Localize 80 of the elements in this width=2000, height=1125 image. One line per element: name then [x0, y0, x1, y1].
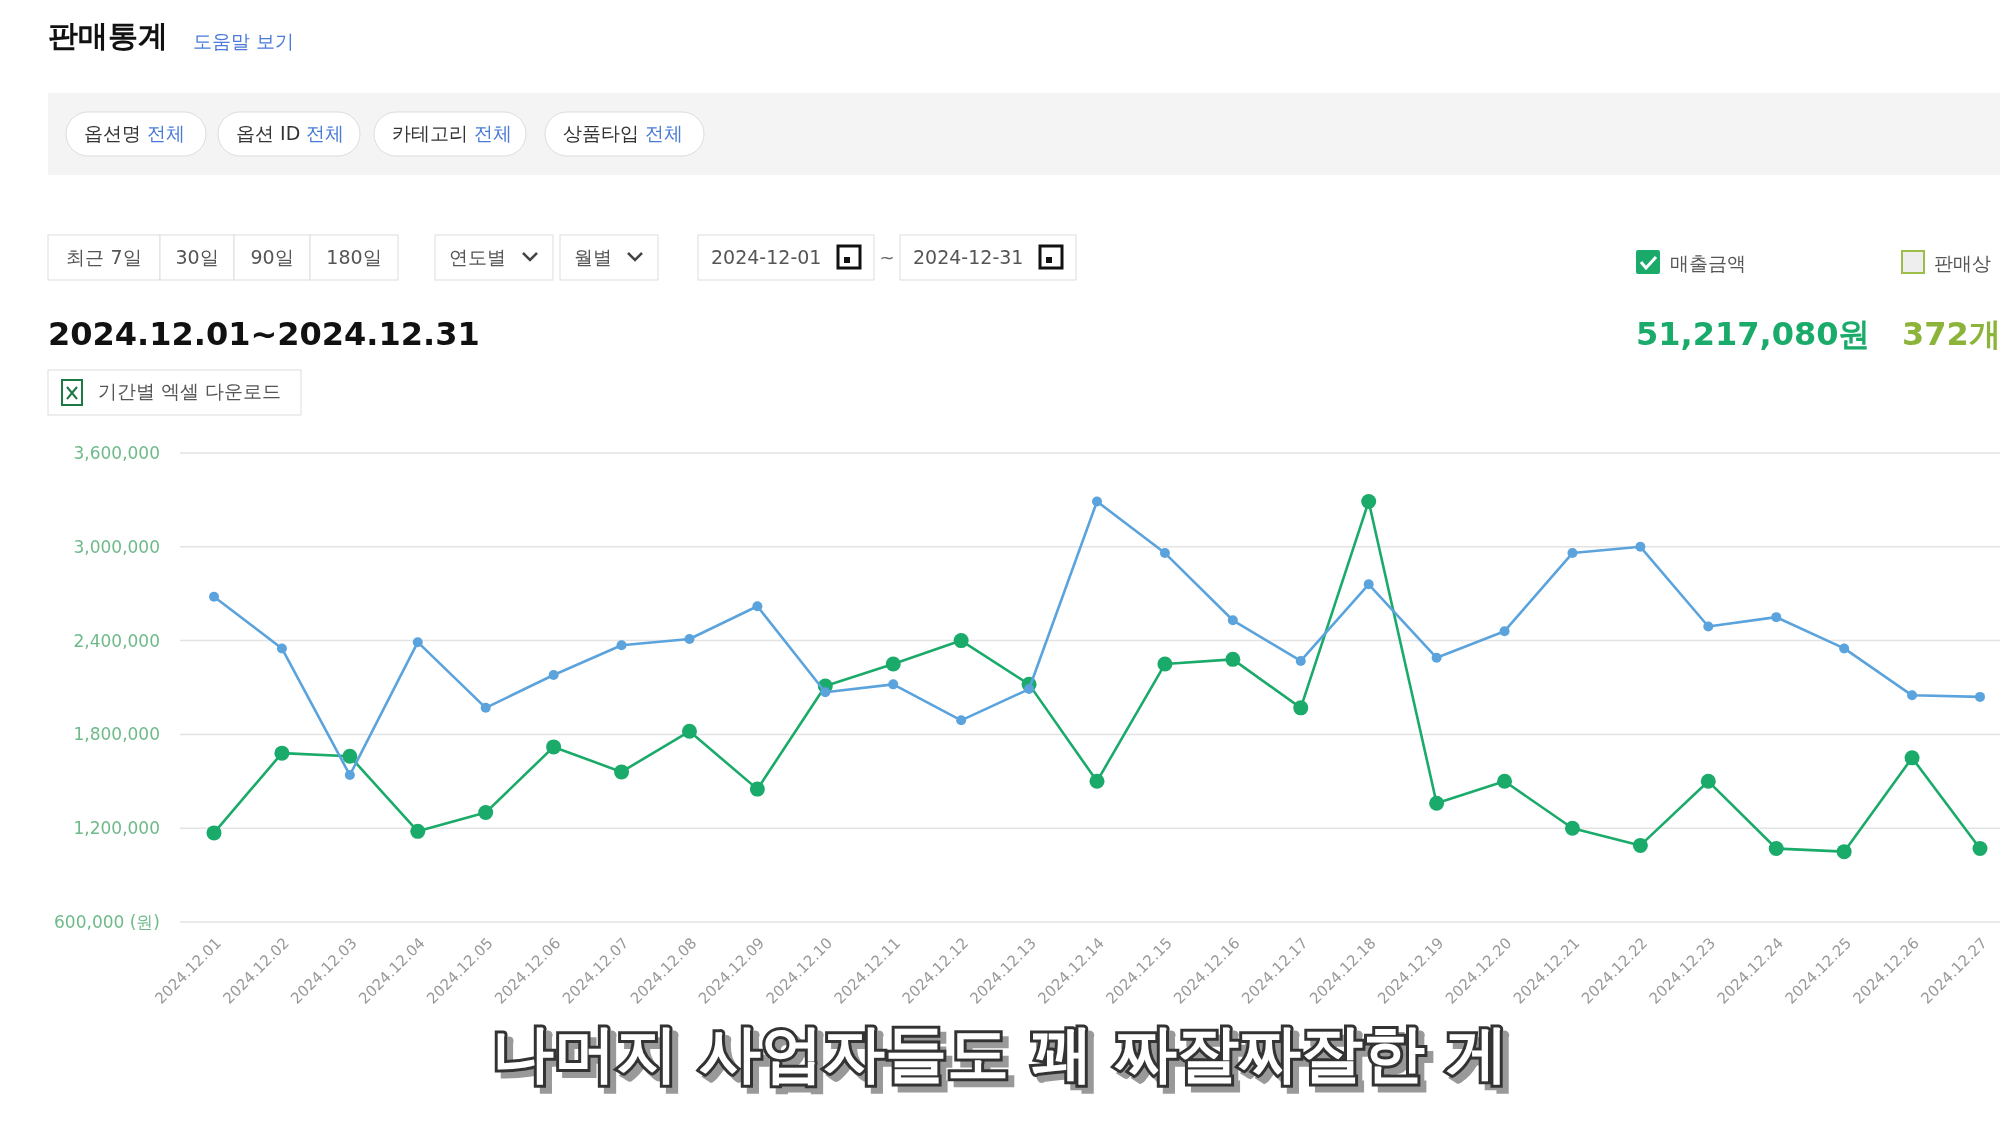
point — [1972, 841, 1988, 857]
point — [1635, 541, 1646, 552]
text: 372개 — [1902, 315, 2000, 353]
point — [274, 745, 290, 761]
point — [1361, 493, 1377, 509]
text: 카테고리 전체 — [392, 122, 513, 144]
text: 30일 — [175, 246, 219, 268]
point — [1564, 820, 1580, 836]
text: 연도별 — [449, 246, 506, 268]
text: 월별 — [574, 246, 612, 268]
point — [1907, 690, 1918, 701]
point — [1768, 841, 1784, 857]
point — [1839, 643, 1850, 654]
point — [1499, 626, 1510, 637]
point — [684, 634, 695, 645]
point — [1431, 652, 1442, 663]
y-tick-label: 3,000,000 — [73, 536, 160, 557]
point — [546, 739, 562, 755]
point — [956, 715, 967, 726]
point — [888, 679, 899, 690]
text: 상품타입 전체 — [563, 122, 684, 144]
point — [681, 723, 697, 739]
point — [1363, 579, 1374, 590]
point — [1429, 795, 1445, 811]
text: 옵션명 전체 — [84, 122, 186, 144]
y-tick-label: 1,200,000 — [73, 818, 160, 839]
point — [1092, 496, 1102, 507]
point — [412, 637, 423, 648]
point — [209, 591, 219, 602]
point — [614, 764, 630, 780]
text: 나머지 사업자들도 꽤 짜잘짜잘한 게 — [491, 1017, 1509, 1090]
point — [276, 643, 287, 654]
text: 도움말 보기 — [193, 30, 295, 52]
text: 옵션 ID 전체 — [236, 122, 345, 144]
text: 최근 7일 — [66, 246, 142, 268]
point — [1227, 615, 1238, 626]
point — [480, 702, 491, 713]
point — [1700, 773, 1716, 789]
point — [548, 669, 559, 680]
point — [1159, 548, 1170, 559]
point — [1904, 750, 1920, 766]
text: 기간별 엑셀 다운로드 — [98, 380, 282, 402]
text: 51,217,080원 — [1636, 315, 1871, 353]
y-tick-label: 1,800,000 — [73, 724, 160, 745]
y-tick-label: 3,600,000 — [73, 443, 160, 463]
point — [752, 601, 763, 612]
point — [1567, 548, 1578, 559]
point — [820, 687, 831, 698]
chart-subtitle: 2024.12.01~2024.12.31 — [48, 315, 480, 353]
point — [1703, 621, 1714, 632]
point — [1975, 691, 1985, 702]
point — [1225, 651, 1241, 667]
point — [1293, 700, 1309, 716]
text: 2024-12-01 — [711, 246, 822, 268]
point — [1157, 656, 1173, 672]
text: 90일 — [250, 246, 294, 268]
legend-label: 매출금액 — [1670, 252, 1746, 274]
point — [1295, 655, 1306, 666]
point — [1632, 837, 1648, 853]
point — [1089, 773, 1105, 789]
point — [616, 640, 627, 651]
text: 판매상 — [1934, 252, 1991, 274]
point — [1836, 844, 1852, 860]
text: 2024-12-31 — [913, 246, 1024, 268]
text: ~ — [879, 247, 895, 268]
y-tick-label: 600,000 (원) — [54, 912, 160, 932]
point — [478, 805, 494, 821]
point — [953, 633, 969, 649]
chart-title: 판매통계 — [48, 18, 168, 53]
point — [749, 781, 765, 797]
point — [342, 748, 358, 764]
point — [885, 656, 901, 672]
y-tick-label: 2,400,000 — [73, 630, 160, 651]
point — [1024, 684, 1035, 695]
text: 180일 — [326, 246, 382, 268]
point — [1497, 773, 1513, 789]
point — [206, 825, 222, 841]
point — [410, 823, 426, 839]
point — [344, 770, 355, 781]
point — [1771, 612, 1782, 623]
